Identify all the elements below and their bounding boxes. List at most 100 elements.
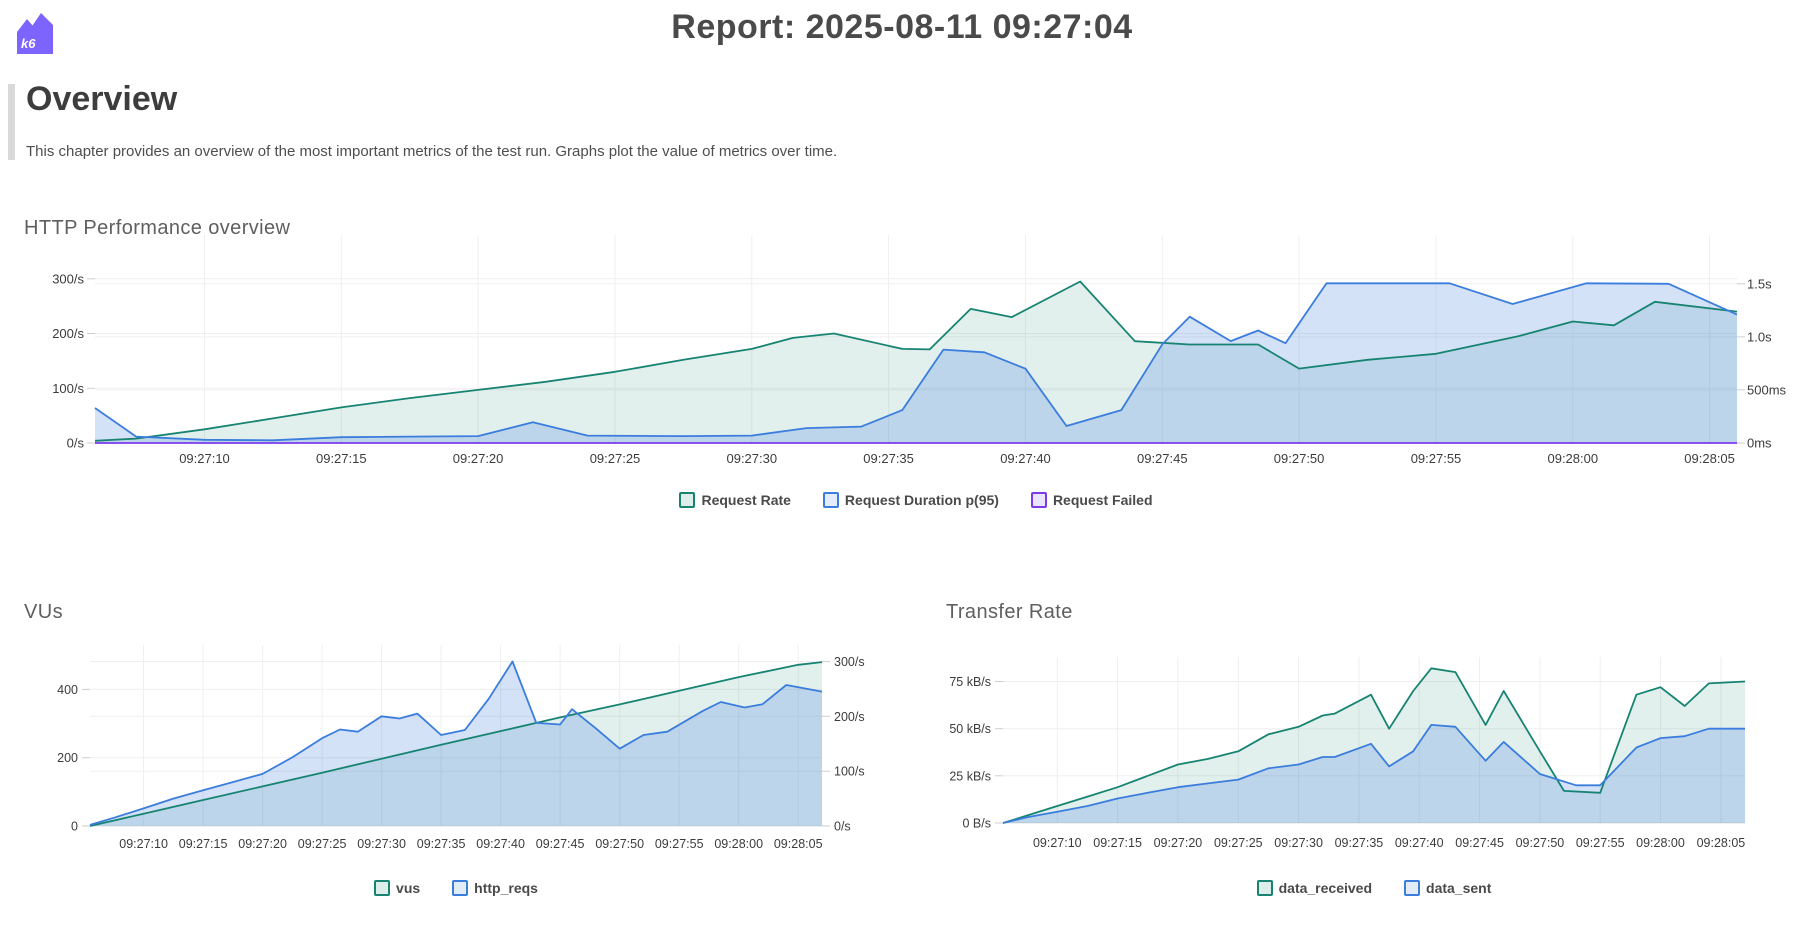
legend-swatch-icon: [679, 492, 696, 508]
legend-label: data_sent: [1426, 880, 1492, 896]
x-axis-tick-label: 09:27:30: [726, 451, 777, 466]
x-axis-tick-label: 09:28:00: [1636, 836, 1685, 850]
legend-item-data-sent[interactable]: data_sent: [1404, 880, 1491, 896]
x-axis-tick-label: 09:27:15: [316, 451, 367, 466]
legend-item-data-received[interactable]: data_received: [1256, 880, 1373, 896]
section-accent-bar: [8, 84, 15, 160]
y-axis-tick-label: 0/s: [67, 436, 85, 451]
legend-item-request-rate[interactable]: Request Rate: [679, 492, 791, 508]
x-axis-tick-label: 09:27:25: [590, 451, 641, 466]
x-axis-tick-label: 09:27:55: [655, 837, 704, 851]
http-performance-legend: Request Rate Request Duration p(95) Reques…: [95, 492, 1737, 508]
series-area-data-sent: [1003, 724, 1745, 823]
page-title: Report: 2025-08-11 09:27:04: [671, 8, 1133, 46]
legend-swatch-icon: [374, 880, 391, 896]
series-line-request-rate[interactable]: [94, 280, 1738, 442]
x-axis-tick-label: 09:27:35: [1335, 836, 1384, 850]
x-axis-tick-label: 09:27:35: [863, 451, 914, 466]
x-axis-tick-label: 09:27:45: [1455, 836, 1504, 850]
legend-label: Request Duration p(95): [844, 492, 999, 508]
x-axis-tick-label: 09:27:10: [179, 451, 230, 466]
y-axis-tick-label: 100/s: [52, 381, 84, 396]
k6-logo-icon: k6: [14, 12, 54, 54]
y-axis-tick-label: 500ms: [1747, 382, 1787, 397]
y-axis-tick-label: 300/s: [52, 271, 84, 286]
x-axis-tick-label: 09:27:15: [179, 837, 228, 851]
x-axis-tick-label: 09:27:20: [453, 451, 504, 466]
x-axis-tick-label: 09:27:50: [1274, 451, 1325, 466]
x-axis-tick-label: 09:27:10: [1033, 836, 1082, 850]
chart-title-http-performance: HTTP Performance overview: [24, 217, 291, 239]
x-axis-tick-label: 09:27:30: [357, 837, 406, 851]
x-axis-tick-label: 09:27:20: [238, 837, 287, 851]
x-axis-tick-label: 09:27:50: [1516, 836, 1565, 850]
x-axis-tick-label: 09:27:45: [1137, 451, 1188, 466]
x-axis-tick-label: 09:27:40: [1395, 836, 1444, 850]
x-axis-tick-label: 09:28:05: [774, 837, 823, 851]
series-line-data-received[interactable]: [1002, 667, 1746, 824]
transfer-rate-chart[interactable]: 09:27:10 09:27:15 09:27:20 09:27:25 09:27:30…: [924, 635, 1804, 863]
chart-title-transfer-rate: Transfer Rate: [946, 601, 1073, 623]
series-line-request-duration-p-95[interactable]: [94, 282, 1738, 442]
overview-description: This chapter provides an overview of the…: [26, 143, 838, 160]
x-axis-tick-label: 09:27:40: [476, 837, 525, 851]
x-axis-tick-label: 09:28:05: [1684, 451, 1735, 466]
y-axis-tick-label: 0/s: [834, 820, 851, 834]
vus-legend: vus http_reqs: [90, 880, 822, 896]
legend-swatch-icon: [452, 880, 469, 896]
http-performance-chart[interactable]: 09:27:10 09:27:15 09:27:20 09:27:25 09:27:30…: [0, 225, 1804, 475]
y-axis-tick-label: 0ms: [1747, 436, 1772, 451]
y-axis-tick-label: 300/s: [834, 655, 865, 669]
legend-label: vus: [396, 880, 421, 896]
series-line-http-reqs[interactable]: [89, 660, 823, 826]
y-axis-tick-label: 25 kB/s: [949, 769, 991, 783]
vus-chart[interactable]: 09:27:10 09:27:15 09:27:20 09:27:25 09:27:30…: [0, 635, 880, 863]
x-axis-tick-label: 09:27:55: [1411, 451, 1462, 466]
y-axis-tick-label: 200/s: [52, 326, 84, 341]
x-axis-tick-label: 09:27:25: [1214, 836, 1263, 850]
x-axis-tick-label: 09:27:30: [1274, 836, 1323, 850]
chart-title-vus: VUs: [24, 601, 63, 623]
y-axis-tick-label: 75 kB/s: [949, 675, 991, 689]
y-axis-tick-label: 0 B/s: [963, 817, 992, 831]
series-area-request-duration-p-95: [95, 283, 1737, 443]
legend-item-request-duration-p-95[interactable]: Request Duration p(95): [822, 492, 999, 508]
x-axis-tick-label: 09:27:45: [536, 837, 585, 851]
legend-swatch-icon: [1404, 880, 1421, 896]
transfer-rate-legend: data_received data_sent: [1003, 880, 1745, 896]
x-axis-tick-label: 09:27:50: [595, 837, 644, 851]
legend-label: data_received: [1278, 880, 1373, 896]
x-axis-tick-label: 09:28:00: [1547, 451, 1598, 466]
legend-swatch-icon: [1030, 492, 1047, 508]
y-axis-tick-label: 0: [71, 820, 78, 834]
overview-heading: Overview: [26, 80, 178, 118]
x-axis-tick-label: 09:28:05: [1697, 836, 1746, 850]
x-axis-tick-label: 09:27:55: [1576, 836, 1625, 850]
y-axis-tick-label: 1.0s: [1747, 329, 1772, 344]
x-axis-tick-label: 09:27:35: [417, 837, 466, 851]
series-area-vus: [90, 662, 822, 826]
legend-swatch-icon: [822, 492, 839, 508]
x-axis-tick-label: 09:27:20: [1154, 836, 1203, 850]
legend-item-vus[interactable]: vus: [374, 880, 420, 896]
series-line-data-sent[interactable]: [1002, 724, 1745, 824]
x-axis-tick-label: 09:27:10: [119, 837, 168, 851]
legend-item-http-reqs[interactable]: http_reqs: [452, 880, 538, 896]
legend-label: Request Failed: [1052, 492, 1153, 508]
legend-label: http_reqs: [474, 880, 538, 896]
legend-label: Request Rate: [701, 492, 791, 508]
legend-item-request-failed[interactable]: Request Failed: [1030, 492, 1153, 508]
series-area-request-rate: [95, 281, 1737, 443]
series-line-vus[interactable]: [89, 661, 823, 827]
y-axis-tick-label: 100/s: [834, 765, 865, 779]
x-axis-tick-label: 09:27:15: [1093, 836, 1142, 850]
x-axis-tick-label: 09:27:25: [298, 837, 347, 851]
legend-swatch-icon: [1256, 880, 1273, 896]
x-axis-tick-label: 09:27:40: [1000, 451, 1051, 466]
y-axis-tick-label: 400: [57, 683, 78, 697]
x-axis-tick-label: 09:28:00: [714, 837, 763, 851]
y-axis-tick-label: 200: [57, 751, 78, 765]
svg-text:k6: k6: [21, 36, 36, 51]
y-axis-tick-label: 50 kB/s: [949, 722, 991, 736]
